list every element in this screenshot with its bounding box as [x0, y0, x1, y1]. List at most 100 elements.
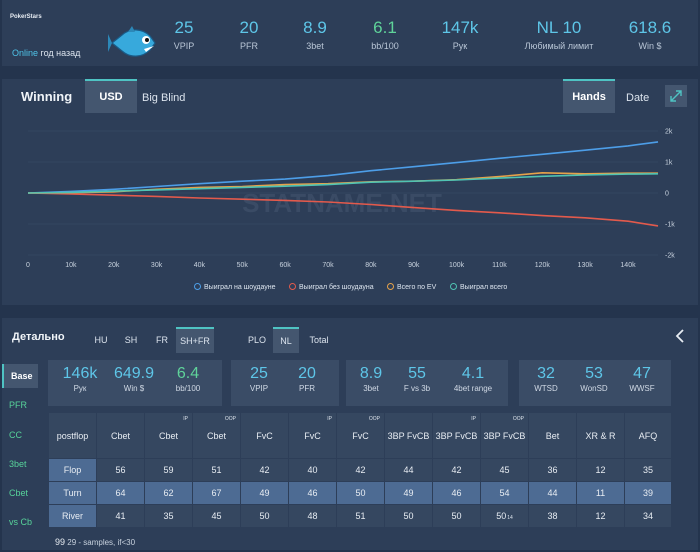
header-stat-win: 618.6 Win $ — [610, 18, 690, 51]
legend-ev[interactable]: Всего по EV — [387, 283, 436, 291]
x-tick-label: 60k — [279, 262, 291, 269]
table-cell: 56 — [96, 458, 145, 482]
x-tick-label: 30k — [151, 262, 163, 269]
x-tick-label: 50k — [237, 262, 249, 269]
table-cell: 11 — [576, 481, 625, 505]
col-label: Cbet — [158, 430, 178, 441]
table-cell: 40 — [288, 458, 337, 482]
x-tick-label: 70k — [322, 262, 334, 269]
table-cell: 45 — [192, 504, 241, 528]
table-cell: 50 — [336, 481, 385, 505]
stat-value: NL 10 — [536, 18, 582, 37]
stat-label: WonSD — [580, 384, 608, 393]
col-header: Cbet IP — [144, 412, 193, 459]
tab-hands[interactable]: Hands — [563, 79, 615, 113]
legend-label: Выиграл без шоудауна — [299, 284, 374, 291]
stat-label: VPIP — [173, 41, 195, 51]
note-text: 29 - samples, if<30 — [67, 538, 136, 547]
table-cell: 42 — [336, 458, 385, 482]
box-stat-wwsf: 47 WWSF — [619, 364, 665, 393]
table-cell: 41 — [96, 504, 145, 528]
table-cell: 46 — [288, 481, 337, 505]
stat-label: 3bet — [306, 41, 324, 51]
legend-non-showdown[interactable]: Выиграл без шоудауна — [289, 283, 374, 291]
stat-label: bb/100 — [175, 384, 201, 393]
filter-nl[interactable]: NL — [273, 327, 299, 353]
stat-value: 53 — [585, 365, 603, 382]
table-cell: 54 — [480, 481, 529, 505]
col-label: Bet — [545, 430, 560, 441]
table-row: Flop 56 59 51 42 40 42 44 42 45 36 12 35 — [48, 458, 672, 482]
online-status: Online год назад — [12, 48, 80, 58]
x-tick-label: 20k — [108, 262, 120, 269]
stat-value: 4.1 — [461, 365, 485, 382]
table-cell: 5014 — [480, 504, 529, 528]
side-pfr[interactable]: PFR — [9, 400, 27, 410]
stat-label: WTSD — [534, 384, 558, 393]
table-cell: 62 — [144, 481, 193, 505]
col-header: Cbet OOP — [192, 412, 241, 459]
col-sup: IP — [327, 416, 332, 422]
table-cell: 50 — [432, 504, 481, 528]
col-header: 3BP FvCB IP — [432, 412, 481, 459]
box-stat-4bet-range: 4.1 4bet range — [444, 364, 502, 393]
table-cell: 67 — [192, 481, 241, 505]
stat-value: 20 — [239, 18, 259, 37]
filter-total[interactable]: Total — [309, 335, 329, 345]
col-header: Bet — [528, 412, 577, 459]
tab-big-blind[interactable]: Big Blind — [142, 92, 186, 104]
series-line — [27, 141, 659, 194]
side-vs-cb[interactable]: vs Cb — [9, 517, 33, 527]
header-stat-3bet: 8.9 3bet — [275, 18, 355, 51]
filter-sh[interactable]: SH — [124, 335, 138, 345]
stat-value: 147k — [441, 18, 479, 37]
stat-value: 25 — [174, 18, 194, 37]
header-stat-limit: NL 10 Любимый лимит — [514, 18, 604, 51]
col-header: AFQ — [624, 412, 672, 459]
expand-icon[interactable] — [665, 85, 687, 107]
sample-note: 99 29 - samples, if<30 — [55, 537, 135, 547]
box-stat-win: 649.9 Win $ — [108, 364, 160, 393]
col-sup: OOP — [368, 416, 380, 422]
stat-value: 20 — [298, 365, 316, 382]
legend-label: Выиграл всего — [460, 284, 508, 291]
stat-label: bb/100 — [371, 41, 399, 51]
stat-label: Любимый лимит — [524, 41, 594, 51]
filter-plo[interactable]: PLO — [247, 335, 266, 345]
note-value: 99 — [55, 537, 66, 547]
row-header: Flop — [48, 458, 97, 482]
side-cc[interactable]: CC — [9, 430, 22, 440]
col-header: XR & R — [576, 412, 625, 459]
table-cell: 50 — [384, 504, 433, 528]
box-stat-pfr: 20 PFR — [283, 364, 331, 393]
tab-date[interactable]: Date — [626, 92, 650, 104]
col-label: FvC — [352, 430, 369, 441]
tab-usd[interactable]: USD — [85, 79, 137, 113]
box-stat-hands: 146k Рук — [54, 364, 106, 393]
table-cell: 44 — [528, 481, 577, 505]
chevron-left-icon[interactable] — [674, 328, 686, 349]
x-tick-label: 100k — [449, 262, 465, 269]
legend-total[interactable]: Выиграл всего — [450, 283, 507, 291]
brand-name: PokerStars — [10, 14, 42, 20]
table-cell: 59 — [144, 458, 193, 482]
table-cell: 49 — [240, 481, 289, 505]
filter-hu[interactable]: HU — [94, 335, 108, 345]
legend-showdown[interactable]: Выиграл на шоудауне — [194, 283, 276, 291]
stat-label: PFR — [299, 384, 315, 393]
side-cbet[interactable]: Cbet — [9, 488, 29, 498]
stat-label: Win $ — [638, 41, 662, 51]
filter-fr[interactable]: FR — [156, 335, 168, 345]
table-cell: 51 — [192, 458, 241, 482]
side-3bet[interactable]: 3bet — [9, 459, 27, 469]
winning-panel: Winning USD Big Blind Hands Date STATNAM… — [2, 79, 698, 305]
stat-box-main: 146k Рук 649.9 Win $ 6.4 bb/100 — [48, 360, 222, 406]
table-cell: 38 — [528, 504, 577, 528]
col-label: 3BP FvCB — [435, 430, 478, 441]
legend-dot — [387, 283, 394, 290]
box-stat-3bet: 8.9 3bet — [352, 364, 390, 393]
side-base[interactable]: Base — [2, 364, 38, 388]
y-tick-label: 2k — [665, 129, 673, 136]
filter-sh-fr[interactable]: SH+FR — [176, 327, 214, 353]
